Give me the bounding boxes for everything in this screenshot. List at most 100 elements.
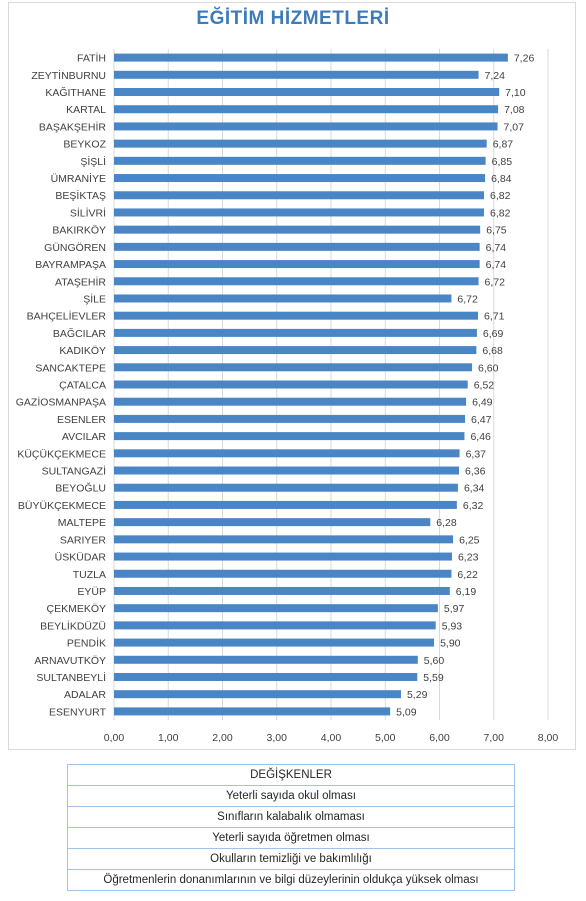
- category-label: ARNAVUTKÖY: [34, 655, 106, 667]
- bar: [114, 122, 498, 131]
- data-label: 6,52: [474, 380, 495, 392]
- data-label: 5,59: [423, 672, 444, 684]
- bar: [114, 346, 477, 355]
- bar: [114, 414, 465, 423]
- chart-title: EĞİTİM HİZMETLERİ: [196, 8, 390, 29]
- data-label: 7,26: [514, 53, 535, 65]
- variable-row: Yeterli sayıda okul olması: [67, 785, 515, 807]
- bar: [114, 70, 479, 79]
- category-label: KÜÇÜKÇEKMECE: [17, 448, 106, 460]
- category-label: PENDİK: [67, 637, 106, 650]
- category-label: ATAŞEHİR: [55, 275, 106, 288]
- x-tick-label: 6,00: [429, 732, 450, 744]
- bar: [114, 432, 465, 441]
- data-label: 6,34: [464, 483, 485, 495]
- category-label: ŞİLE: [83, 292, 106, 305]
- category-label: BAHÇELİEVLER: [27, 310, 107, 323]
- data-label: 6,46: [470, 431, 491, 443]
- data-label: 6,22: [457, 569, 478, 581]
- data-label: 6,36: [465, 466, 486, 478]
- category-label: BAŞAKŞEHİR: [39, 120, 107, 133]
- data-label: 6,25: [459, 534, 480, 546]
- bar: [114, 621, 436, 630]
- data-label: 6,74: [486, 259, 507, 271]
- bar: [114, 535, 454, 544]
- bar: [114, 225, 481, 234]
- bar: [114, 380, 468, 389]
- category-label: SULTANGAZİ: [42, 465, 106, 478]
- data-label: 6,71: [484, 311, 505, 323]
- variables-header: DEĞİŞKENLER: [67, 764, 515, 786]
- bar: [114, 569, 452, 578]
- bar: [114, 690, 401, 699]
- category-label: ADALAR: [64, 689, 106, 701]
- bar: [114, 174, 486, 183]
- data-label: 7,08: [504, 104, 525, 116]
- bar: [114, 552, 452, 561]
- data-label: 5,60: [424, 655, 445, 667]
- category-label: GÜNGÖREN: [44, 242, 106, 254]
- data-label: 7,07: [504, 121, 525, 133]
- bar: [114, 139, 487, 148]
- x-tick-label: 4,00: [321, 732, 342, 744]
- variables-table: DEĞİŞKENLER Yeterli sayıda okul olması S…: [67, 764, 515, 891]
- data-label: 6,87: [493, 139, 514, 151]
- category-label: BEYOĞLU: [55, 482, 106, 495]
- data-label: 6,69: [483, 328, 504, 340]
- data-label: 6,75: [486, 225, 507, 237]
- bar: [114, 328, 477, 337]
- category-label: ÇATALCA: [59, 380, 106, 392]
- data-label: 6,28: [436, 517, 457, 529]
- bar: [114, 191, 484, 200]
- category-label: ZEYTİNBURNU: [31, 69, 106, 82]
- bar: [114, 672, 418, 681]
- bar: [114, 449, 460, 458]
- data-label: 6,82: [490, 207, 511, 219]
- bar: [114, 466, 460, 475]
- bar: [114, 518, 431, 527]
- category-label: SARIYER: [60, 534, 107, 546]
- variable-row: Okulların temizliği ve bakımlılığı: [67, 848, 515, 870]
- bar: [114, 311, 479, 320]
- data-label: 7,10: [505, 87, 526, 99]
- x-tick-label: 8,00: [538, 732, 559, 744]
- category-label: SANCAKTEPE: [35, 362, 106, 374]
- bar: [114, 53, 508, 62]
- variable-row: Sınıfların kalabalık olmaması: [67, 806, 515, 828]
- data-label: 5,93: [442, 620, 463, 632]
- x-tick-label: 0,00: [104, 732, 125, 744]
- bar: [114, 260, 480, 269]
- bar: [114, 586, 450, 595]
- data-label: 6,84: [491, 173, 512, 185]
- category-label: GAZİOSMANPAŞA: [16, 396, 106, 409]
- data-label: 5,90: [440, 638, 461, 650]
- category-label: SULTANBEYLİ: [36, 671, 106, 684]
- x-tick-label: 1,00: [158, 732, 179, 744]
- data-label: 6,72: [485, 276, 506, 288]
- bar: [114, 294, 452, 303]
- category-label: BÜYÜKÇEKMECE: [18, 500, 106, 512]
- category-label: BAĞCILAR: [53, 327, 107, 340]
- category-label: ÇEKMEKÖY: [46, 603, 106, 615]
- category-label: ÜMRANİYE: [51, 172, 106, 185]
- bar: [114, 397, 467, 406]
- bar: [114, 707, 391, 716]
- x-tick-label: 3,00: [267, 732, 288, 744]
- data-label: 6,74: [486, 242, 507, 254]
- category-label: MALTEPE: [58, 517, 106, 529]
- category-label: KADIKÖY: [59, 345, 106, 357]
- data-label: 6,37: [466, 448, 487, 460]
- data-label: 6,19: [456, 586, 477, 598]
- bar: [114, 500, 457, 509]
- data-label: 6,49: [472, 397, 493, 409]
- category-label: TUZLA: [73, 569, 106, 581]
- category-label: ÜSKÜDAR: [55, 552, 107, 564]
- bar: [114, 208, 484, 217]
- category-label: EYÜP: [77, 586, 106, 598]
- data-label: 5,29: [407, 689, 428, 701]
- data-label: 6,23: [458, 552, 479, 564]
- data-label: 6,47: [471, 414, 492, 426]
- category-label: FATİH: [77, 52, 106, 65]
- category-label: BAKIRKÖY: [52, 225, 106, 237]
- bar: [114, 242, 480, 251]
